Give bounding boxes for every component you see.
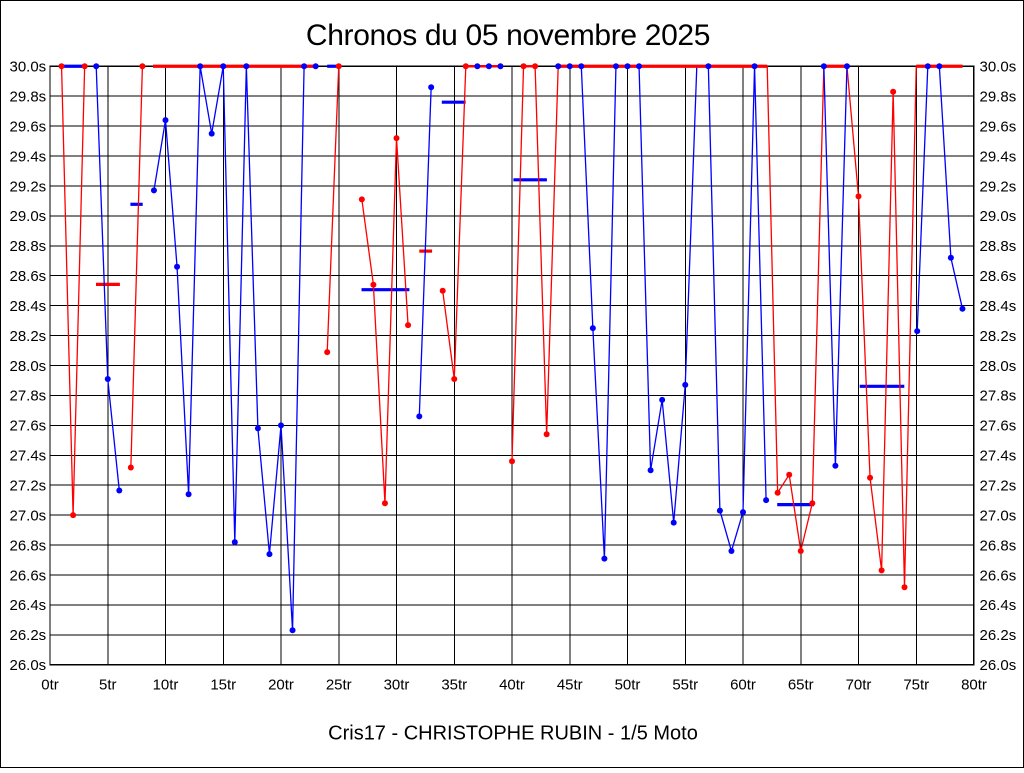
svg-text:28.4s: 28.4s xyxy=(9,298,46,315)
svg-text:28.0s: 28.0s xyxy=(980,358,1017,375)
svg-text:29.0s: 29.0s xyxy=(980,208,1017,225)
svg-text:65tr: 65tr xyxy=(788,676,814,693)
svg-text:80tr: 80tr xyxy=(961,676,987,693)
svg-text:29.4s: 29.4s xyxy=(980,148,1017,165)
svg-text:20tr: 20tr xyxy=(268,676,294,693)
svg-text:30tr: 30tr xyxy=(384,676,410,693)
svg-text:45tr: 45tr xyxy=(557,676,583,693)
svg-text:5tr: 5tr xyxy=(99,676,117,693)
svg-text:26.0s: 26.0s xyxy=(980,657,1017,674)
svg-text:26.0s: 26.0s xyxy=(9,657,46,674)
svg-text:40tr: 40tr xyxy=(499,676,525,693)
svg-text:70tr: 70tr xyxy=(846,676,872,693)
svg-text:26.8s: 26.8s xyxy=(980,537,1017,554)
svg-text:27.8s: 27.8s xyxy=(9,388,46,405)
svg-text:75tr: 75tr xyxy=(903,676,929,693)
svg-text:26.8s: 26.8s xyxy=(9,537,46,554)
svg-text:28.2s: 28.2s xyxy=(980,328,1017,345)
svg-text:29.8s: 29.8s xyxy=(9,88,46,105)
svg-text:26.6s: 26.6s xyxy=(980,567,1017,584)
svg-text:27.0s: 27.0s xyxy=(980,507,1017,524)
svg-text:29.6s: 29.6s xyxy=(9,118,46,135)
svg-text:28.6s: 28.6s xyxy=(980,268,1017,285)
svg-text:26.4s: 26.4s xyxy=(9,597,46,614)
svg-text:28.8s: 28.8s xyxy=(9,238,46,255)
svg-text:29.0s: 29.0s xyxy=(9,208,46,225)
svg-text:35tr: 35tr xyxy=(441,676,467,693)
svg-text:27.4s: 27.4s xyxy=(980,448,1017,465)
svg-text:10tr: 10tr xyxy=(153,676,179,693)
svg-text:27.6s: 27.6s xyxy=(980,418,1017,435)
svg-text:27.8s: 27.8s xyxy=(980,388,1017,405)
svg-text:27.2s: 27.2s xyxy=(980,478,1017,495)
svg-text:25tr: 25tr xyxy=(326,676,352,693)
svg-text:50tr: 50tr xyxy=(615,676,641,693)
svg-text:28.6s: 28.6s xyxy=(9,268,46,285)
svg-text:30.0s: 30.0s xyxy=(9,59,46,76)
svg-text:29.2s: 29.2s xyxy=(9,178,46,195)
svg-text:Cris17 - CHRISTOPHE RUBIN - 1/: Cris17 - CHRISTOPHE RUBIN - 1/5 Moto xyxy=(328,723,698,745)
svg-text:27.6s: 27.6s xyxy=(9,418,46,435)
svg-text:28.0s: 28.0s xyxy=(9,358,46,375)
svg-text:28.8s: 28.8s xyxy=(980,238,1017,255)
svg-text:29.2s: 29.2s xyxy=(980,178,1017,195)
svg-text:55tr: 55tr xyxy=(672,676,698,693)
svg-text:27.2s: 27.2s xyxy=(9,478,46,495)
svg-text:0tr: 0tr xyxy=(41,676,59,693)
svg-text:27.0s: 27.0s xyxy=(9,507,46,524)
svg-text:28.2s: 28.2s xyxy=(9,328,46,345)
svg-text:26.6s: 26.6s xyxy=(9,567,46,584)
svg-text:29.8s: 29.8s xyxy=(980,88,1017,105)
svg-text:26.4s: 26.4s xyxy=(980,597,1017,614)
svg-text:30.0s: 30.0s xyxy=(980,59,1017,76)
svg-text:27.4s: 27.4s xyxy=(9,448,46,465)
svg-text:60tr: 60tr xyxy=(730,676,756,693)
svg-text:26.2s: 26.2s xyxy=(980,627,1017,644)
svg-text:28.4s: 28.4s xyxy=(980,298,1017,315)
svg-text:Chronos du 05 novembre 2025: Chronos du 05 novembre 2025 xyxy=(306,19,710,52)
svg-text:26.2s: 26.2s xyxy=(9,627,46,644)
svg-text:29.6s: 29.6s xyxy=(980,118,1017,135)
svg-text:15tr: 15tr xyxy=(210,676,236,693)
svg-text:29.4s: 29.4s xyxy=(9,148,46,165)
